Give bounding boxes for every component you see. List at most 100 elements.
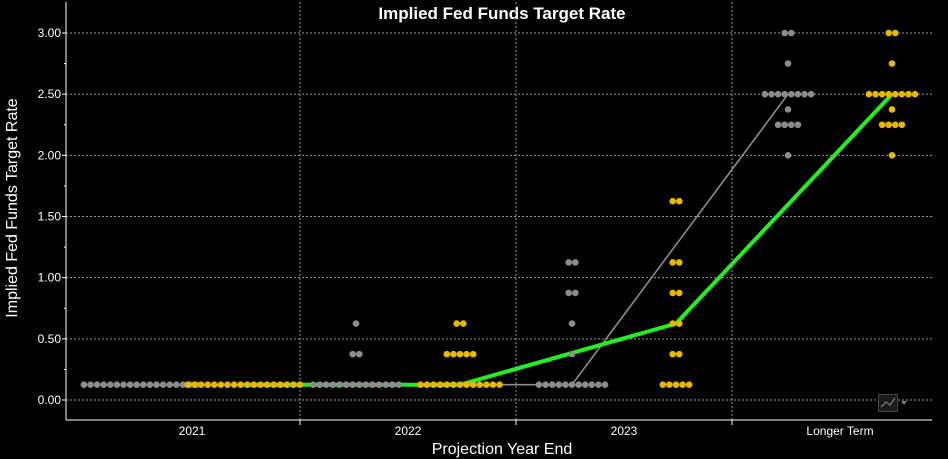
dot-current <box>204 381 211 389</box>
dot-previous <box>146 381 154 389</box>
x-axis-label: Projection Year End <box>432 441 573 458</box>
dot-previous <box>784 106 792 113</box>
y-tick-label: 0.00 <box>38 393 62 407</box>
dot-previous <box>774 121 782 129</box>
dot-previous <box>595 381 602 389</box>
y-tick-label: 1.50 <box>38 210 62 224</box>
dot-previous <box>555 381 563 389</box>
dot-previous <box>389 381 396 389</box>
dot-current <box>885 29 892 37</box>
dot-current <box>676 320 683 327</box>
dot-current <box>184 381 192 389</box>
dot-current <box>672 381 680 389</box>
dot-previous <box>316 381 324 389</box>
dot-previous <box>395 381 403 389</box>
dot-previous <box>572 259 579 266</box>
dot-previous <box>107 381 114 389</box>
dot-previous <box>535 381 543 389</box>
dot-current <box>456 350 464 358</box>
dot-current <box>878 90 886 98</box>
dot-current <box>277 381 284 389</box>
dot-current <box>865 90 873 98</box>
dot-current <box>224 381 231 389</box>
dot-current <box>250 381 258 389</box>
dot-previous <box>568 320 576 327</box>
dot-current <box>436 381 444 389</box>
dot-previous <box>788 121 795 129</box>
dot-previous <box>788 29 795 37</box>
dot-current <box>878 121 886 129</box>
dot-current <box>450 350 457 358</box>
dot-current <box>669 259 676 266</box>
dot-current <box>669 320 676 327</box>
dot-current <box>892 121 899 129</box>
median-line-current <box>244 92 894 387</box>
dot-previous <box>794 121 802 129</box>
dot-previous <box>788 90 795 98</box>
dot-previous <box>565 289 572 297</box>
y-tick-label: 0.50 <box>38 332 62 346</box>
dot-current <box>659 381 667 389</box>
dot-current <box>898 90 906 98</box>
chart-title: Implied Fed Funds Target Rate <box>378 4 625 23</box>
chart-options-button[interactable] <box>878 394 910 412</box>
dot-previous <box>342 381 350 389</box>
dot-previous <box>781 121 788 129</box>
dot-current <box>888 60 896 67</box>
dot-previous <box>774 90 782 98</box>
dot-current <box>463 350 470 358</box>
dot-current <box>296 381 304 389</box>
dot-current <box>257 381 264 389</box>
dot-previous <box>309 381 317 389</box>
dot-previous <box>323 381 330 389</box>
x-tick-label: 2021 <box>179 424 206 438</box>
dot-current <box>489 381 497 389</box>
dot-previous <box>179 381 187 389</box>
dot-previous <box>93 381 101 389</box>
dot-previous <box>575 381 582 389</box>
dot-current <box>230 381 238 389</box>
dot-previous <box>588 381 596 389</box>
dot-previous <box>794 90 802 98</box>
dot-current <box>469 381 477 389</box>
dot-current <box>898 121 906 129</box>
dot-previous <box>140 381 147 389</box>
dot-previous <box>801 90 808 98</box>
dot-previous <box>336 381 343 389</box>
dot-current <box>676 350 683 358</box>
dot-previous <box>572 289 579 297</box>
x-tick-label: 2022 <box>395 424 422 438</box>
dot-previous <box>126 381 134 389</box>
dot-previous <box>581 381 589 389</box>
dot-current <box>676 259 683 266</box>
dot-current <box>453 320 461 327</box>
x-tick-label: Longer Term <box>806 424 873 438</box>
chart-options-icon <box>878 394 907 412</box>
dot-previous <box>87 381 94 389</box>
dot-previous <box>568 350 576 358</box>
y-tick-label: 1.00 <box>38 271 62 285</box>
dot-previous <box>382 381 390 389</box>
x-tick-label: 2023 <box>611 424 638 438</box>
dot-current <box>885 90 892 98</box>
dot-previous <box>362 381 370 389</box>
dot-previous <box>601 381 609 389</box>
dot-previous <box>784 60 792 67</box>
dot-current <box>888 106 896 113</box>
dot-current <box>244 381 251 389</box>
dot-current <box>237 381 244 389</box>
dot-previous <box>356 350 363 358</box>
y-axis-label: Implied Fed Funds Target Rate <box>4 98 21 317</box>
dot-current <box>905 90 912 98</box>
dot-previous <box>173 381 180 389</box>
y-tick-label: 2.00 <box>38 148 62 162</box>
dot-previous <box>761 90 769 98</box>
dot-previous <box>784 152 792 159</box>
dot-current <box>666 381 673 389</box>
dot-current <box>483 381 490 389</box>
dot-previous <box>349 381 357 389</box>
dot-current <box>911 90 919 98</box>
dot-current <box>885 121 892 129</box>
dot-current <box>469 350 477 358</box>
dot-previous <box>565 259 572 266</box>
